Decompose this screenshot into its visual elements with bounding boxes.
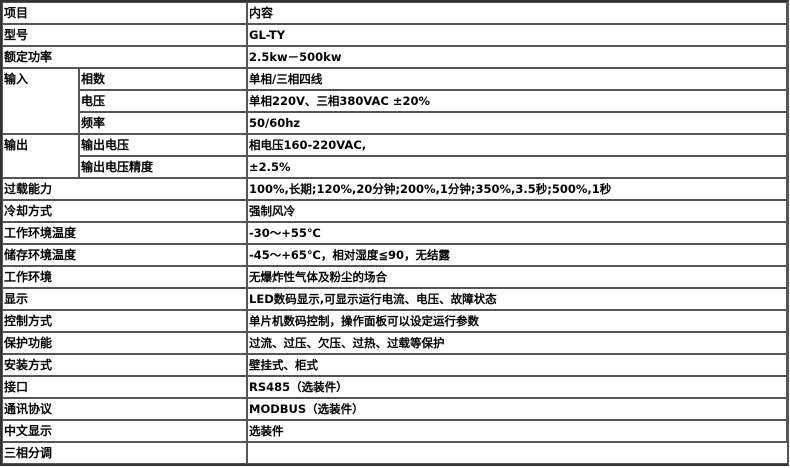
table-row: 工作环境 无爆炸性气体及粉尘的场合	[2, 266, 787, 288]
row-value: 单相220V、三相380VAC ±20%	[247, 90, 787, 112]
table-row: 电压 单相220V、三相380VAC ±20%	[2, 90, 787, 112]
row-value: 100%,长期;120%,20分钟;200%,1分钟;350%,3.5秒;500…	[247, 178, 787, 200]
row-value	[247, 442, 787, 464]
table-header-row: 项目 内容	[2, 2, 787, 24]
row-label: 显示	[2, 288, 248, 310]
row-value: MODBUS（选装件）	[247, 398, 787, 420]
row-value: 单片机数码控制，操作面板可以设定运行参数	[247, 310, 787, 332]
row-label: 中文显示	[2, 420, 248, 442]
row-value: ±2.5%	[247, 156, 787, 178]
table-row: 接口 RS485（选装件）	[2, 376, 787, 398]
sub-label: 频率	[79, 112, 248, 134]
table-row: 工作环境温度 -30～+55℃	[2, 222, 787, 244]
table-row: 过载能力 100%,长期;120%,20分钟;200%,1分钟;350%,3.5秒…	[2, 178, 787, 200]
output-group-label: 输出	[2, 134, 79, 178]
table-row: 通讯协议 MODBUS（选装件）	[2, 398, 787, 420]
table-row: 频率 50/60hz	[2, 112, 787, 134]
sub-label: 输出电压	[79, 134, 248, 156]
table-row: 保护功能 过流、过压、欠压、过热、过载等保护	[2, 332, 787, 354]
table-row: 三相分调	[2, 442, 787, 464]
row-value: 相电压160-220VAC,	[247, 134, 787, 156]
row-value: 50/60hz	[247, 112, 787, 134]
row-value: 选装件	[247, 420, 787, 442]
row-label: 工作环境	[2, 266, 248, 288]
row-label: 安装方式	[2, 354, 248, 376]
row-value: 过流、过压、欠压、过热、过载等保护	[247, 332, 787, 354]
table-row: 输入 相数 单相/三相四线	[2, 68, 787, 134]
table-row: 中文显示 选装件	[2, 420, 787, 442]
row-label: 额定功率	[2, 46, 248, 68]
row-label: 过载能力	[2, 178, 248, 200]
row-value: GL-TY	[247, 24, 787, 46]
row-label: 型号	[2, 24, 248, 46]
table-row: 输出 输出电压 相电压160-220VAC,	[2, 134, 787, 178]
row-label: 冷却方式	[2, 200, 248, 222]
input-group-label: 输入	[2, 68, 79, 134]
row-value: 壁挂式、柜式	[247, 354, 787, 376]
row-value: 单相/三相四线	[247, 68, 787, 90]
row-label: 保护功能	[2, 332, 248, 354]
row-label: 储存环境温度	[2, 244, 248, 266]
row-value: 无爆炸性气体及粉尘的场合	[247, 266, 787, 288]
row-value: -45～+65℃，相对湿度≦90，无结露	[247, 244, 787, 266]
row-label: 工作环境温度	[2, 222, 248, 244]
table-row: 冷却方式 强制风冷	[2, 200, 787, 222]
table-row: 显示 LED数码显示,可显示运行电流、电压、故障状态	[2, 288, 787, 310]
header-content: 内容	[247, 2, 787, 24]
row-label: 通讯协议	[2, 398, 248, 420]
table-row: 型号 GL-TY	[2, 24, 787, 46]
row-value: -30～+55℃	[247, 222, 787, 244]
row-label: 接口	[2, 376, 248, 398]
table-row: 储存环境温度 -45～+65℃，相对湿度≦90，无结露	[2, 244, 787, 266]
sub-label: 相数	[79, 68, 248, 90]
table-row: 安装方式 壁挂式、柜式	[2, 354, 787, 376]
table-row: 额定功率 2.5kw－500kw	[2, 46, 787, 68]
table-row: 输出电压精度 ±2.5%	[2, 156, 787, 178]
row-label: 控制方式	[2, 310, 248, 332]
sub-label: 电压	[79, 90, 248, 112]
table-row: 控制方式 单片机数码控制，操作面板可以设定运行参数	[2, 310, 787, 332]
row-value: LED数码显示,可显示运行电流、电压、故障状态	[247, 288, 787, 310]
row-value: RS485（选装件）	[247, 376, 787, 398]
row-value: 2.5kw－500kw	[247, 46, 787, 68]
row-value: 强制风冷	[247, 200, 787, 222]
header-item: 项目	[2, 2, 248, 24]
sub-label: 输出电压精度	[79, 156, 248, 178]
row-label: 三相分调	[2, 442, 248, 464]
